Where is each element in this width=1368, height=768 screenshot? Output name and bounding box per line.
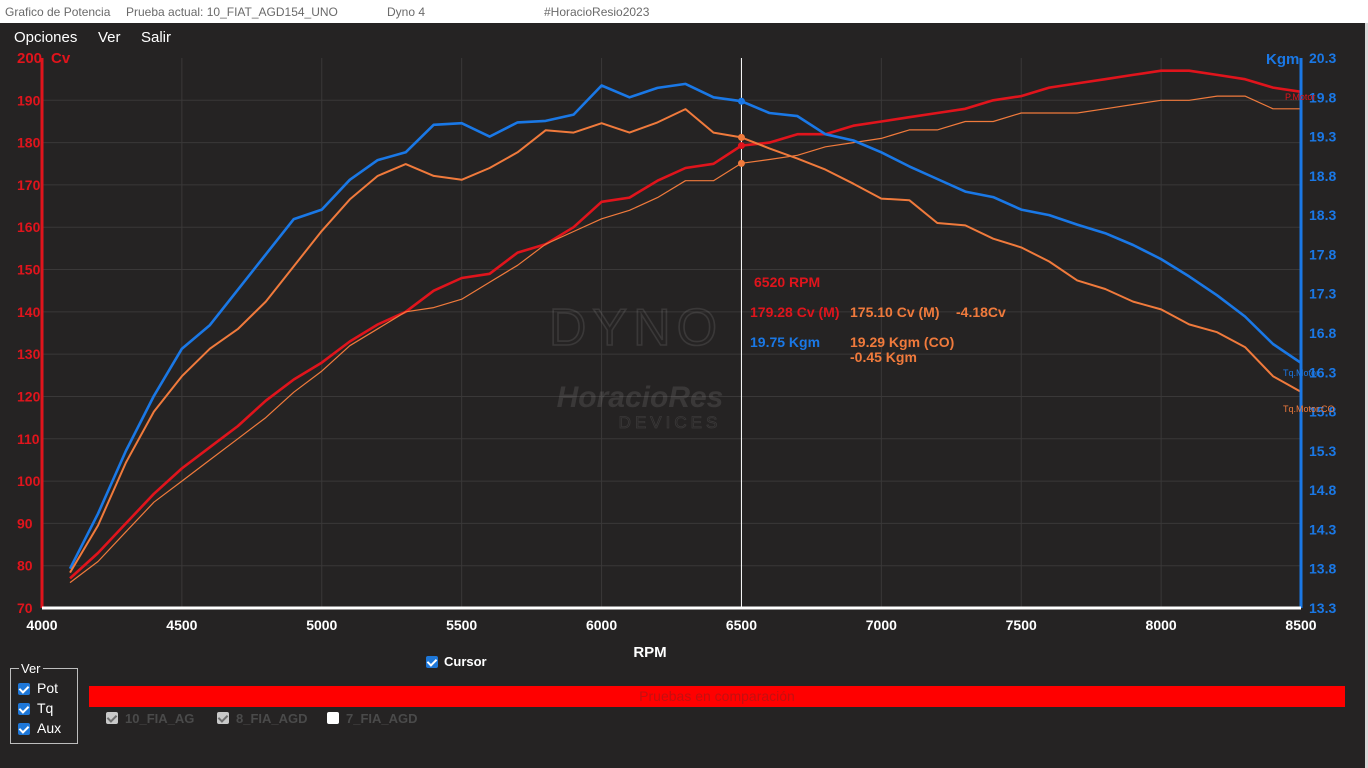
title-bar: Grafico de Potencia Prueba actual: 10_FI… [0,0,1368,23]
x-tick-label: 7500 [1006,617,1037,633]
y-right-tick-label: 17.8 [1309,246,1336,262]
y-right-tick-label: 16.8 [1309,325,1336,341]
dyno-chart[interactable]: DYNO HoracioRes DEVICES 4000 4500 5000 5500… [0,0,1368,680]
compare-checkbox-3[interactable] [327,712,339,724]
y-right-tick-label: 14.3 [1309,521,1336,537]
x-axis-label: RPM [633,644,666,661]
cursor-torque-main: 19.75 Kgm [750,334,820,350]
x-tick-label: 5000 [306,617,337,633]
window-edge [1365,23,1368,768]
y-right-tick-label: 19.3 [1309,129,1336,145]
y-right-unit: Kgm [1266,51,1299,68]
dyno-name: Dyno 4 [387,5,426,19]
y-left-tick-label: 140 [17,304,41,320]
y-right-tick-label: 13.3 [1309,600,1336,616]
cursor-power-main: 179.28 Cv (M) [750,304,839,320]
series-label-torque-compare: Tq.Motor.CO [1283,404,1335,414]
compare-label-1: 10_FIA_AG [125,711,195,726]
tq-label: Tq [37,700,54,716]
aux-checkbox[interactable] [18,723,30,735]
compare-label-3: 7_FIA_AGD [346,711,418,726]
y-left-tick-label: 90 [17,515,33,531]
x-tick-label: 8500 [1285,617,1316,633]
y-right-tick-label: 19.8 [1309,89,1336,105]
current-test: Prueba actual: 10_FIAT_AGD154_UNO [126,5,338,19]
ver-panel-title: Ver [19,661,43,676]
series-line-0 [69,69,1302,580]
cursor-marker-0 [737,142,745,150]
watermark-dyno: DYNO [549,299,723,357]
y-right-tick-label: 15.8 [1309,404,1336,420]
y-left-tick-label: 120 [17,388,41,404]
watermark-devices: DEVICES [619,413,722,432]
chart-labels: 200 Cv Kgm RPM P.Motor Tq.Motor Tq.Motor… [17,50,1335,661]
y-left-tick-top: 200 [17,50,42,67]
watermark-brand: HoracioRes [557,381,724,414]
pot-checkbox[interactable] [18,683,30,695]
chart-grid [42,58,1301,608]
y-right-tick-label: 15.3 [1309,443,1336,459]
y-right-tick-label: 18.3 [1309,207,1336,223]
cursor-torque-diff: -0.45 Kgm [850,349,917,365]
series-line-3 [69,108,1302,574]
y-right-tick-label: 18.8 [1309,168,1336,184]
series-line-1 [69,95,1301,584]
comparison-banner: Pruebas en comparación [89,686,1345,707]
cursor-checkbox[interactable] [426,656,438,668]
chart-series [68,69,1302,584]
tq-checkbox[interactable] [18,703,30,715]
x-tick-label: 7000 [866,617,897,633]
cursor-marker-2 [737,97,745,105]
chart-cursor [737,58,745,608]
pot-label: Pot [37,680,59,696]
series-label-power: P.Motor [1285,92,1315,102]
y-right-tick-label: 14.8 [1309,482,1336,498]
series-line-2 [68,82,1302,570]
menu-ver[interactable]: Ver [98,29,121,46]
cursor-power-diff: -4.18Cv [956,304,1006,320]
y-right-tick-label: 20.3 [1309,50,1336,66]
x-tick-label: 6000 [586,617,617,633]
y-right-tick-label: 17.3 [1309,286,1336,302]
y-left-tick-label: 100 [17,473,41,489]
aux-label: Aux [37,720,62,736]
app-title: Grafico de Potencia [5,5,111,19]
y-left-tick-label: 130 [17,346,41,362]
x-tick-label: 8000 [1146,617,1177,633]
chart-axes: 4000 4500 5000 5500 6000 6500 7000 7500 8000 8500… [17,50,1336,633]
y-left-tick-label: 190 [17,92,41,108]
cursor-marker-3 [737,133,745,141]
compare-checkbox-2[interactable] [217,712,229,724]
y-left-tick-label: 110 [17,431,40,447]
hashtag: #HoracioResio2023 [544,5,650,19]
y-left-tick-label: 70 [17,600,33,616]
cursor-torque-compare: 19.29 Kgm (CO) [850,334,954,350]
y-right-tick-label: 16.3 [1309,364,1336,380]
series-label-torque: Tq.Motor [1283,368,1319,378]
x-tick-label: 5500 [446,617,477,633]
y-left-tick-label: 80 [17,558,33,574]
cursor-marker-1 [737,159,745,167]
menu-opciones[interactable]: Opciones [14,29,78,46]
y-left-tick-label: 150 [17,262,41,278]
y-left-tick-label: 180 [17,135,41,151]
y-left-tick-label: 160 [17,219,41,235]
compare-label-2: 8_FIA_AGD [236,711,308,726]
menu-salir[interactable]: Salir [141,29,172,46]
cursor-power-compare: 175.10 Cv (M) [850,304,939,320]
watermark: DYNO HoracioRes DEVICES [548,298,724,432]
y-left-unit: Cv [51,50,71,67]
x-tick-label: 6500 [726,617,757,633]
ver-panel: Ver Pot Tq Aux [10,661,78,744]
compare-checkbox-1[interactable] [106,712,118,724]
y-right-tick-label: 13.8 [1309,561,1336,577]
y-left-tick-label: 170 [17,177,41,193]
cursor-rpm-readout: 6520 RPM [754,274,820,290]
cursor-checkbox-label: Cursor [444,654,487,669]
x-tick-label: 4000 [26,617,57,633]
x-tick-label: 4500 [166,617,197,633]
